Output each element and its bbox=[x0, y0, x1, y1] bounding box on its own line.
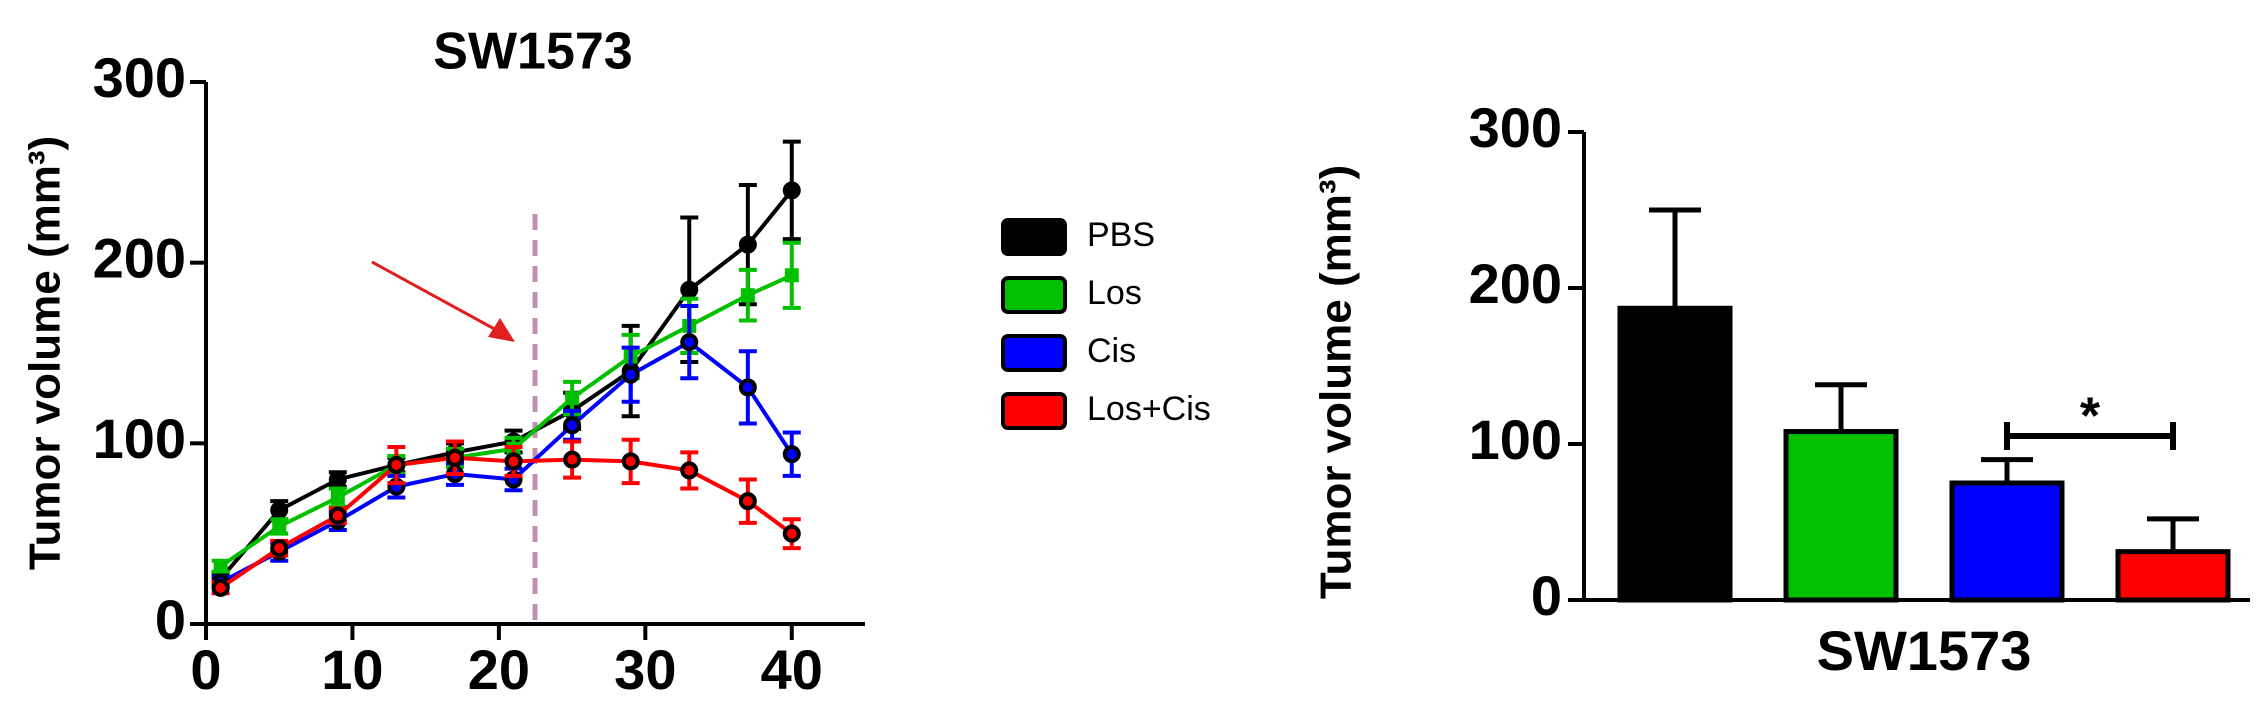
x-tick-label: 30 bbox=[614, 638, 676, 701]
error-bar bbox=[2147, 516, 2199, 552]
significance-label: * bbox=[2080, 388, 2101, 446]
arrow bbox=[371, 260, 501, 334]
marker bbox=[272, 519, 287, 534]
legend-swatch bbox=[1001, 392, 1067, 430]
marker bbox=[565, 391, 580, 406]
marker bbox=[738, 492, 757, 511]
marker bbox=[621, 365, 640, 384]
chart-title: SW1573 bbox=[433, 23, 632, 81]
marker bbox=[270, 539, 289, 558]
series-line bbox=[219, 273, 793, 568]
marker bbox=[680, 333, 699, 352]
bar bbox=[1949, 480, 2065, 603]
error-bar bbox=[1815, 382, 1867, 432]
y-tick-label: 100 bbox=[93, 407, 186, 470]
marker bbox=[738, 378, 757, 397]
marker bbox=[211, 578, 230, 597]
significance-bracket bbox=[2004, 422, 2176, 450]
marker bbox=[782, 445, 801, 464]
marker bbox=[740, 288, 755, 303]
x-tick-label: 0 bbox=[190, 638, 221, 701]
marker bbox=[782, 181, 801, 200]
x-tick-label: 20 bbox=[468, 638, 530, 701]
arrow-head bbox=[488, 318, 515, 342]
x-tick-label: SW1573 bbox=[1817, 619, 2032, 682]
marker bbox=[680, 461, 699, 480]
y-tick-label: 200 bbox=[1469, 252, 1562, 315]
y-tick-label: 300 bbox=[1469, 96, 1562, 159]
bar bbox=[1783, 429, 1899, 603]
marker bbox=[445, 448, 464, 467]
y-tick-label: 0 bbox=[155, 588, 186, 651]
legend-label: Los+Cis bbox=[1087, 390, 1211, 428]
y-axis-title: Tumor volume (mm³) bbox=[21, 136, 70, 570]
y-tick-label: 0 bbox=[1531, 564, 1562, 627]
y-tick-label: 200 bbox=[93, 226, 186, 289]
marker bbox=[328, 470, 347, 489]
marker bbox=[330, 490, 345, 505]
marker bbox=[213, 559, 228, 574]
marker bbox=[680, 280, 699, 299]
error-bar bbox=[1649, 207, 1701, 309]
x-tick-label: 10 bbox=[321, 638, 383, 701]
marker bbox=[782, 524, 801, 543]
marker bbox=[621, 452, 640, 471]
series-line bbox=[219, 189, 794, 581]
marker bbox=[738, 235, 757, 254]
legend-swatch bbox=[1001, 218, 1067, 256]
legend-swatch bbox=[1001, 276, 1067, 314]
y-axis-title: Tumor volume (mm³) bbox=[1312, 165, 1361, 599]
bar bbox=[1617, 305, 1733, 603]
y-tick-label: 300 bbox=[93, 46, 186, 109]
legend-swatch bbox=[1001, 334, 1067, 372]
legend-label: Cis bbox=[1087, 332, 1136, 370]
bar bbox=[2115, 549, 2231, 603]
marker bbox=[328, 506, 347, 525]
y-tick-label: 100 bbox=[1469, 408, 1562, 471]
error-bar bbox=[1981, 457, 2033, 483]
marker bbox=[270, 501, 289, 520]
marker bbox=[387, 456, 406, 475]
marker bbox=[784, 268, 799, 283]
legend-label: Los bbox=[1087, 274, 1142, 312]
marker bbox=[563, 416, 582, 435]
marker bbox=[563, 450, 582, 469]
marker bbox=[504, 452, 523, 471]
x-tick-label: 40 bbox=[761, 638, 823, 701]
legend-label: PBS bbox=[1087, 216, 1155, 254]
